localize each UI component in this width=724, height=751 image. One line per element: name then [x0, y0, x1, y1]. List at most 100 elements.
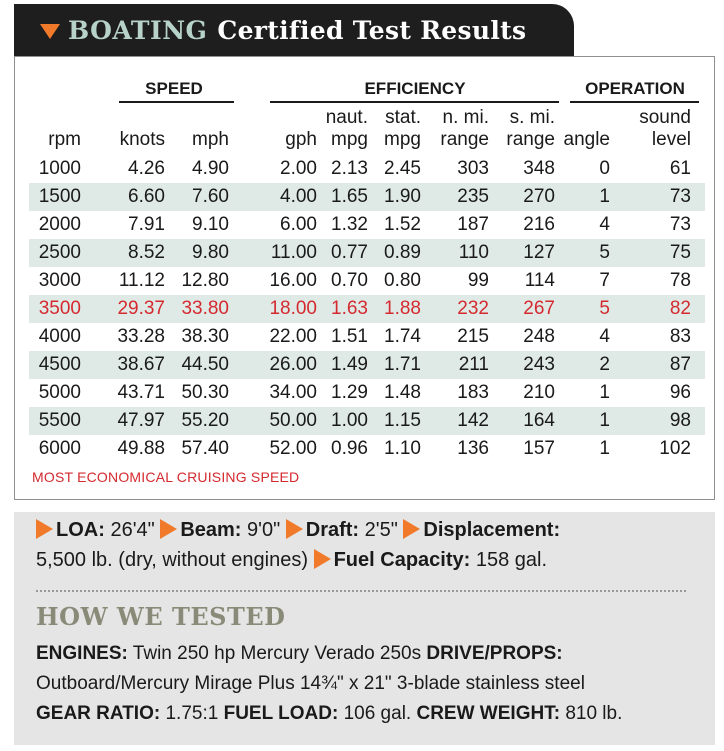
table-cell: 78 [669, 270, 691, 291]
table-cell: 98 [669, 410, 691, 431]
column-header: knots [95, 107, 165, 151]
test-line-3: GEAR RATIO: 1.75:1 FUEL LOAD: 106 gal. C… [36, 703, 622, 725]
draft-label: Draft: [305, 519, 360, 541]
table-cell: 183 [457, 382, 489, 403]
column-header-line2: mph [192, 129, 229, 150]
group-rule-operation [570, 101, 699, 103]
specs-panel: LOA: 26'4" Beam: 9'0" Draft: 2'5" Displa… [14, 512, 715, 745]
table-cell: 1.52 [384, 214, 421, 235]
table-cell: 22.00 [269, 326, 317, 347]
table-cell: 47.97 [117, 410, 165, 431]
table-cell: 4.00 [280, 186, 317, 207]
beam-label: Beam: [180, 519, 242, 541]
table-cell: 7.91 [128, 214, 165, 235]
column-header-line1 [247, 107, 317, 129]
test-results-table: SPEED EFFICIENCY OPERATION rpm knots mph… [14, 56, 715, 500]
column-header: s. mi. range [491, 107, 555, 151]
drive-value: Outboard/Mercury Mirage Plus 14¾" x 21" … [36, 673, 585, 694]
loa-label: LOA: [56, 519, 105, 541]
column-header: angle [556, 107, 611, 151]
group-rule-speed [119, 101, 234, 103]
table-cell: 216 [523, 214, 555, 235]
table-cell: 4500 [38, 354, 81, 375]
test-line-2: Outboard/Mercury Mirage Plus 14¾" x 21" … [36, 673, 585, 695]
table-cell: 16.00 [269, 270, 317, 291]
brand-name: BOATING [68, 15, 208, 45]
table-cell: 26.00 [269, 354, 317, 375]
table-cell: 7 [599, 270, 610, 291]
table-cell: 164 [523, 410, 555, 431]
arrow-right-icon [160, 519, 178, 539]
table-cell: 348 [523, 158, 555, 179]
table-cell: 9.80 [192, 242, 229, 263]
table-cell: 2000 [38, 214, 81, 235]
table-cell: 1.15 [384, 410, 421, 431]
table-cell: 49.88 [117, 438, 165, 459]
dotted-divider [36, 590, 686, 592]
table-row: 5000 43.71 50.30 34.00 1.29 1.48 183 210 1 96 [29, 379, 705, 407]
table-cell: 1500 [38, 186, 81, 207]
column-header-line2: gph [285, 129, 317, 150]
table-cell: 1.49 [331, 354, 368, 375]
drive-label: DRIVE/PROPS: [426, 643, 563, 664]
fuel-load-label: FUEL LOAD: [223, 703, 339, 724]
table-cell: 136 [457, 438, 489, 459]
displacement-value: 5,500 lb. (dry, without engines) [36, 549, 309, 571]
triangle-down-icon [40, 23, 60, 39]
column-header-line1 [169, 107, 229, 129]
column-header: n. mi. range [425, 107, 489, 151]
table-cell: 5 [599, 242, 610, 263]
table-row: 2500 8.52 9.80 11.00 0.77 0.89 110 127 5 75 [29, 239, 705, 267]
table-cell: 2 [599, 354, 610, 375]
table-cell: 1 [599, 382, 610, 403]
table-cell: 6.60 [128, 186, 165, 207]
table-cell: 102 [659, 438, 691, 459]
table-cell: 187 [457, 214, 489, 235]
table-row: 6000 49.88 57.40 52.00 0.96 1.10 136 157 1 102 [29, 435, 705, 463]
table-cell: 243 [523, 354, 555, 375]
table-cell: 1.48 [384, 382, 421, 403]
table-cell: 211 [458, 354, 489, 375]
table-cell: 73 [669, 186, 691, 207]
table-cell: 1.10 [384, 438, 421, 459]
column-header-line2: rpm [48, 129, 81, 150]
table-cell: 270 [523, 186, 555, 207]
column-header-line2: range [440, 129, 489, 150]
table-cell: 232 [457, 298, 489, 319]
table-cell: 6000 [38, 438, 81, 459]
group-label-efficiency: EFFICIENCY [364, 79, 466, 98]
engines-label: ENGINES: [36, 643, 128, 664]
table-cell: 110 [458, 242, 489, 263]
table-row: 1000 4.26 4.90 2.00 2.13 2.45 303 348 0 61 [29, 155, 705, 183]
column-header-line1 [556, 107, 610, 129]
table-cell: 267 [523, 298, 555, 319]
table-cell: 11.12 [118, 270, 165, 291]
table-cell: 1.32 [331, 214, 368, 235]
column-header-line2: knots [119, 129, 165, 150]
table-cell: 50.30 [181, 382, 229, 403]
table-cell: 87 [669, 354, 691, 375]
table-cell: 4 [599, 326, 610, 347]
crew-weight-value: 810 lb. [565, 703, 623, 724]
table-cell: 0.89 [384, 242, 421, 263]
table-cell: 1.51 [331, 326, 368, 347]
fuel-load-value: 106 gal. [343, 703, 412, 724]
table-row: 3000 11.12 12.80 16.00 0.70 0.80 99 114 7 78 [29, 267, 705, 295]
table-cell: 50.00 [269, 410, 317, 431]
column-header-line1 [11, 107, 81, 129]
table-cell: 33.80 [181, 298, 229, 319]
table-cell: 43.71 [117, 382, 165, 403]
table-cell: 0.70 [331, 270, 368, 291]
table-cell: 7.60 [192, 186, 229, 207]
table-cell: 1 [599, 410, 610, 431]
fuel-capacity-label: Fuel Capacity: [333, 549, 471, 571]
table-cell: 5 [599, 298, 610, 319]
gear-ratio-label: GEAR RATIO: [36, 703, 161, 724]
table-cell: 3000 [38, 270, 81, 291]
table-cell: 34.00 [269, 382, 317, 403]
table-cell: 55.20 [181, 410, 229, 431]
arrow-right-icon [313, 549, 331, 569]
column-header-line2: mpg [331, 129, 368, 150]
table-cell: 83 [669, 326, 691, 347]
column-header-line2: range [506, 129, 555, 150]
